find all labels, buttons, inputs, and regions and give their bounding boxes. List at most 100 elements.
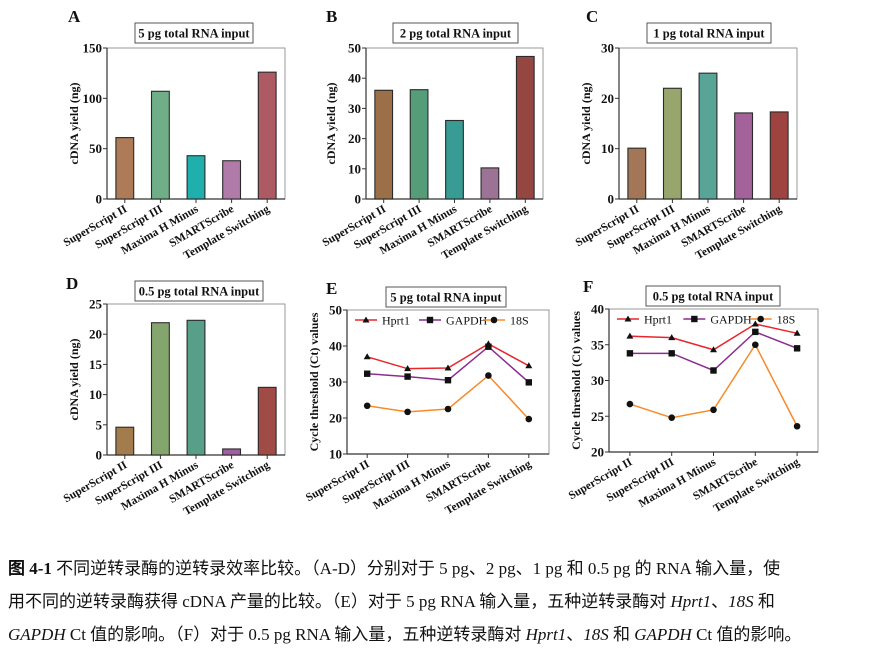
legend-marker	[691, 315, 698, 323]
y-tick-label: 20	[89, 327, 102, 342]
panel-title: 2 pg total RNA input	[400, 27, 512, 41]
data-point	[793, 345, 801, 352]
panel-title: 5 pg total RNA input	[138, 27, 250, 41]
y-tick-label: 30	[348, 101, 361, 116]
data-point	[485, 343, 492, 350]
legend-label: Hprt1	[644, 313, 672, 327]
data-point	[710, 346, 717, 353]
y-tick-label: 40	[348, 71, 361, 86]
data-point	[404, 408, 411, 416]
panel-letter: E	[326, 279, 337, 298]
data-point	[793, 329, 801, 336]
bar	[515, 55, 535, 200]
data-point	[444, 405, 452, 413]
legend-marker	[490, 316, 498, 324]
bar	[115, 137, 135, 200]
caption-text: Ct 值的影响。（F）对于 0.5 pg RNA 输入量，五种逆转录酶对	[65, 625, 526, 644]
y-tick-label: 20	[601, 91, 614, 106]
y-axis-label: cDNA yield (ng)	[67, 339, 81, 421]
legend-marker	[362, 316, 370, 323]
y-tick-label: 30	[329, 375, 342, 390]
panel-title-box	[645, 285, 781, 307]
panel-A: A 5 pg total RNA input 0 50 100 150 cDNA yield…	[62, 7, 286, 262]
panel-title-box	[134, 280, 264, 302]
bar	[222, 160, 242, 200]
panel-C: C 1 pg total RNA input 0 10 20 30 cDNA yield (…	[574, 7, 798, 262]
y-axis-label: cDNA yield (ng)	[324, 83, 338, 165]
y-tick-label: 15	[89, 357, 103, 372]
caption-text: 、	[711, 592, 729, 611]
panel-title-box	[392, 22, 519, 44]
y-tick-label: 10	[348, 161, 361, 176]
caption-label: 图 4-1	[8, 559, 52, 578]
y-tick-label: 40	[591, 302, 604, 317]
data-point	[404, 365, 412, 372]
y-tick-label: 150	[83, 41, 103, 56]
y-tick-label: 0	[355, 192, 362, 207]
gene-name: 18S	[728, 592, 754, 611]
series-line-hprt1	[629, 323, 798, 351]
panel-title: 0.5 pg total RNA input	[653, 290, 774, 304]
data-point	[525, 415, 533, 423]
data-point	[525, 379, 532, 386]
panel-D: D 0.5 pg total RNA input 0 5 10 15 20 25 cDNA yi…	[62, 274, 286, 518]
caption-line-3: GAPDH Ct 值的影响。（F）对于 0.5 pg RNA 输入量，五种逆转录…	[8, 618, 868, 651]
bar	[186, 319, 206, 456]
panel-title: 0.5 pg total RNA input	[139, 285, 260, 299]
y-tick-label: 10	[329, 447, 342, 462]
legend-marker	[624, 315, 632, 322]
data-point	[752, 341, 759, 349]
data-point	[444, 377, 452, 384]
panel-title: 5 pg total RNA input	[390, 291, 502, 305]
panel-E: E 5 pg total RNA input 10 20 30 40 50 Cycle thr…	[304, 279, 550, 517]
panel-title-box	[646, 22, 772, 44]
data-point	[444, 364, 452, 371]
y-tick-label: 30	[601, 41, 614, 56]
data-point	[668, 414, 675, 421]
data-point	[752, 328, 759, 336]
y-tick-label: 20	[329, 411, 342, 426]
panel-letter: F	[583, 277, 593, 296]
y-tick-label: 20	[591, 445, 604, 460]
gene-name: GAPDH	[634, 625, 692, 644]
panel-letter: D	[66, 274, 78, 293]
y-tick-label: 35	[591, 337, 605, 352]
data-point	[525, 362, 533, 369]
legend-marker	[426, 316, 434, 324]
caption-text: Ct 值的影响。	[691, 625, 802, 644]
y-tick-label: 0	[96, 192, 103, 207]
y-tick-label: 100	[83, 91, 103, 106]
panel-B: B 2 pg total RNA input 0 10 20 30 40 50 cDNA yie…	[320, 7, 544, 262]
y-tick-label: 20	[348, 131, 361, 146]
panel-title-box	[385, 286, 507, 308]
data-point	[485, 372, 492, 379]
data-point	[626, 350, 634, 357]
y-tick-label: 0	[608, 192, 615, 207]
caption-text: 用不同的逆转录酶获得 cDNA 产量的比较。（E）对于 5 pg RNA 输入量…	[8, 592, 671, 611]
data-point	[710, 406, 717, 414]
bar	[257, 386, 277, 456]
bar	[662, 87, 682, 200]
panel-F: F 0.5 pg total RNA input 20 25 30 35 40 Cycle t…	[567, 277, 819, 515]
bar	[150, 322, 170, 456]
y-tick-label: 50	[348, 41, 361, 56]
panel-letter: C	[586, 7, 598, 26]
bar	[222, 448, 242, 456]
bar	[769, 111, 789, 200]
figure-caption: 图 4-1 不同逆转录酶的逆转录效率比较。（A-D）分别对于 5 pg、2 pg…	[8, 552, 868, 651]
caption-text: 和	[608, 625, 635, 644]
data-point	[363, 353, 371, 360]
y-axis-label: cDNA yield (ng)	[67, 83, 81, 165]
y-tick-label: 25	[89, 297, 103, 312]
y-tick-label: 0	[96, 448, 103, 463]
y-axis-label: cDNA yield (ng)	[579, 83, 593, 165]
bar	[409, 89, 429, 200]
legend-label: GAPDH	[446, 314, 488, 328]
caption-line-1: 图 4-1 不同逆转录酶的逆转录效率比较。（A-D）分别对于 5 pg、2 pg…	[8, 552, 868, 585]
gene-name: Hprt1	[525, 625, 567, 644]
data-point	[626, 332, 634, 339]
bar	[734, 112, 754, 200]
panel-title-box	[134, 22, 254, 44]
legend-marker	[757, 315, 764, 323]
